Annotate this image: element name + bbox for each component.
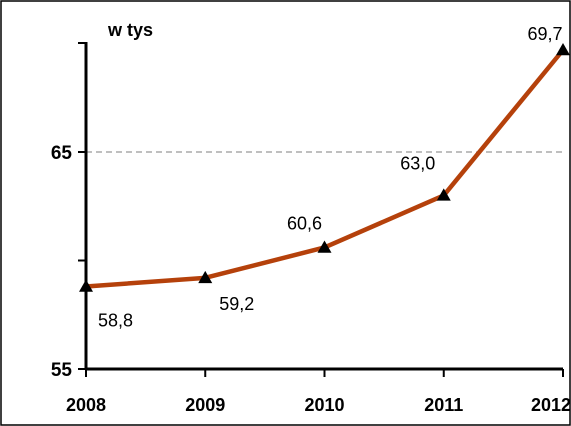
data-label: 69,7 — [527, 24, 562, 44]
y-unit-label: w tys — [107, 20, 153, 40]
x-tick-label: 2012 — [531, 395, 571, 415]
data-label: 58,8 — [98, 311, 133, 331]
data-label: 63,0 — [400, 153, 435, 173]
data-label: 59,2 — [219, 294, 254, 314]
data-label: 60,6 — [287, 213, 322, 233]
x-tick-label: 2009 — [185, 395, 225, 415]
y-tick-label: 65 — [51, 143, 73, 164]
y-tick-label: 55 — [51, 360, 73, 381]
x-tick-label: 2011 — [424, 395, 463, 415]
x-tick-label: 2010 — [304, 395, 344, 415]
x-tick-label: 2008 — [66, 395, 106, 415]
